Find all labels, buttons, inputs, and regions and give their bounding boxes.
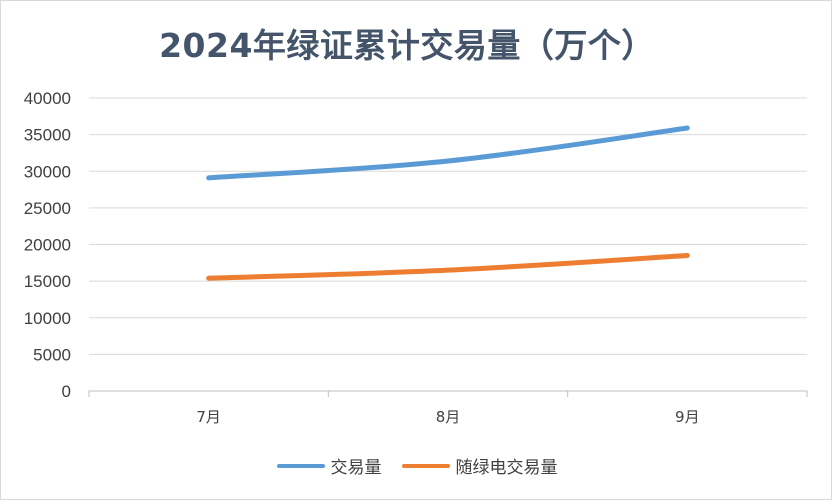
y-tick-label: 30000 [24,162,71,181]
chart-title: 2024年绿证累计交易量（万个） [159,26,655,65]
y-tick-label: 25000 [24,199,71,218]
legend-item: 交易量 [276,453,382,478]
legend-swatch [276,463,325,468]
legend: 交易量 随绿电交易量 [1,453,832,478]
legend-swatch [401,463,450,468]
x-axis [88,390,808,397]
series-line-2 [206,252,690,281]
legend-label: 交易量 [330,458,382,478]
legend-label: 随绿电交易量 [455,458,558,478]
x-tick-label: 9月 [675,408,700,426]
y-tick-label: 0 [62,382,71,401]
y-axis-tick-labels: 0 5000 10000 15000 20000 25000 30000 35000 40000 [24,89,71,401]
y-tick-label: 40000 [24,89,71,108]
series-line-1 [206,125,690,181]
y-tick-label: 5000 [33,345,71,364]
x-tick-label: 7月 [196,408,221,426]
y-tick-label: 20000 [24,236,71,255]
y-tick-label: 35000 [24,126,71,145]
legend-item: 随绿电交易量 [401,453,558,478]
x-tick-label: 8月 [436,408,461,426]
gridlines [89,97,807,355]
y-tick-label: 10000 [24,309,71,328]
plot-area: 0 5000 10000 15000 20000 25000 30000 35000 40000… [24,89,808,426]
series-lines [206,125,690,281]
x-axis-tick-labels: 7月 8月 9月 [196,408,699,426]
y-tick-label: 15000 [24,272,71,291]
